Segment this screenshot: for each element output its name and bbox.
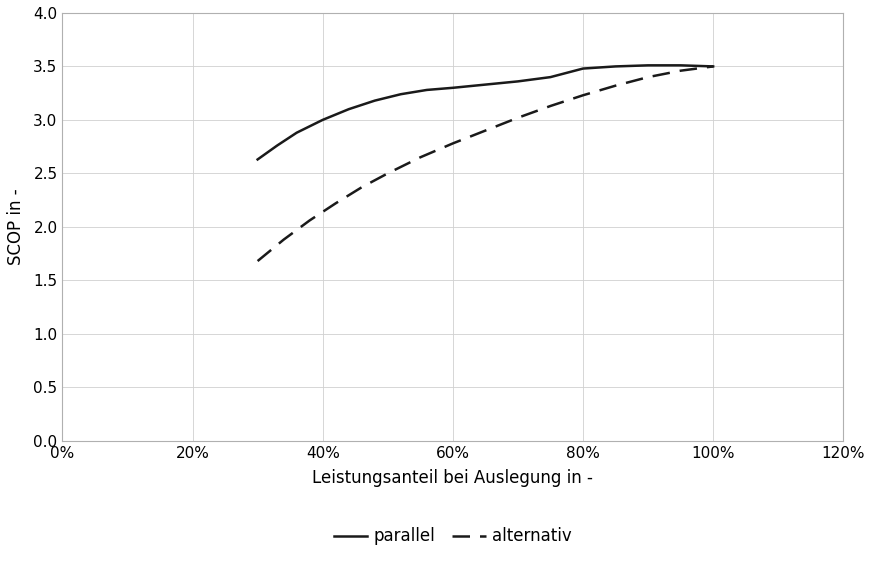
alternativ xyxy=(676,67,686,74)
parallel xyxy=(578,65,589,72)
parallel xyxy=(344,106,354,112)
alternativ xyxy=(578,92,589,99)
alternativ xyxy=(447,140,458,147)
parallel xyxy=(291,129,302,136)
parallel xyxy=(610,63,621,70)
parallel xyxy=(396,91,406,98)
alternativ xyxy=(415,154,426,160)
parallel xyxy=(317,116,328,123)
Line: alternativ: alternativ xyxy=(257,67,713,261)
alternativ xyxy=(480,127,491,134)
parallel xyxy=(252,156,262,163)
alternativ xyxy=(545,103,555,110)
parallel xyxy=(708,63,719,70)
Line: parallel: parallel xyxy=(257,66,713,159)
parallel xyxy=(421,86,432,93)
alternativ xyxy=(610,82,621,89)
parallel xyxy=(676,62,686,69)
alternativ xyxy=(383,170,393,177)
parallel xyxy=(370,97,380,104)
Legend: parallel, alternativ: parallel, alternativ xyxy=(327,521,579,552)
parallel xyxy=(545,73,555,80)
alternativ xyxy=(330,200,341,207)
alternativ xyxy=(252,258,262,264)
Y-axis label: SCOP in -: SCOP in - xyxy=(7,189,25,265)
alternativ xyxy=(708,63,719,70)
alternativ xyxy=(643,73,653,80)
alternativ xyxy=(513,114,523,121)
alternativ xyxy=(278,236,289,243)
alternativ xyxy=(357,184,367,190)
parallel xyxy=(272,142,283,149)
alternativ xyxy=(304,217,315,224)
parallel xyxy=(513,78,523,85)
parallel xyxy=(480,81,491,88)
parallel xyxy=(447,84,458,91)
X-axis label: Leistungsanteil bei Auslegung in -: Leistungsanteil bei Auslegung in - xyxy=(312,469,593,487)
parallel xyxy=(643,62,653,69)
